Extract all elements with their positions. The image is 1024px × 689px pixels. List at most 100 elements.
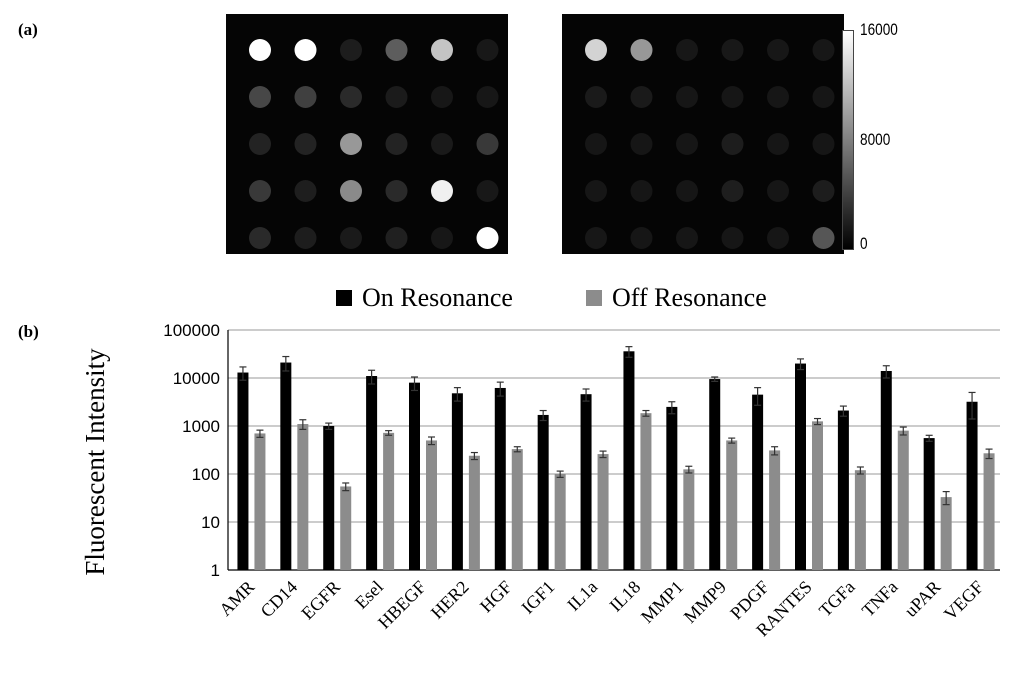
error-bar-off-IL18 (642, 409, 650, 417)
bar-off-MMP9 (726, 440, 738, 570)
on-resonance-spot-2-4 (431, 133, 453, 155)
bar-on-TGFa (837, 410, 849, 570)
error-bar-off-IGF1 (556, 470, 564, 478)
on-resonance-spot-4-4 (431, 227, 453, 249)
error-bar-off-TNFa (899, 426, 907, 436)
on-resonance-spot-4-5 (476, 227, 499, 249)
on-resonance-spot-3-3 (385, 180, 408, 202)
on-resonance-spot-0-2 (340, 39, 362, 61)
bar-off-CD14 (297, 424, 309, 570)
x-tick-label-VEGF: VEGF (940, 577, 987, 624)
off-resonance-spot-1-4 (767, 86, 789, 108)
bar-on-AMR (237, 372, 249, 570)
error-bar-off-Esel (385, 430, 393, 436)
off-resonance-spot-4-3 (721, 227, 744, 249)
error-bar-off-uPAR (942, 490, 950, 506)
off-resonance-spot-3-3 (721, 180, 744, 202)
x-tick-label-MMP9: MMP9 (680, 577, 730, 627)
off-resonance-spot-3-4 (767, 180, 789, 202)
on-resonance-spot-2-1 (294, 133, 317, 155)
x-tick-label-EGFR: EGFR (297, 577, 344, 624)
on-resonance-spot-3-1 (294, 180, 317, 202)
bar-off-uPAR (940, 497, 952, 570)
x-tick-label-HBEGF: HBEGF (374, 577, 430, 633)
off-resonance-spot-0-3 (721, 39, 744, 61)
off-resonance-spot-4-4 (767, 227, 789, 249)
error-bar-on-MMP9 (711, 376, 719, 382)
y-tick-label-5: 100000 (163, 321, 220, 340)
off-resonance-spot-4-0 (585, 227, 607, 249)
error-bar-on-PDGF (754, 387, 762, 406)
off-resonance-spot-2-3 (721, 133, 744, 155)
error-bar-off-TGFa (856, 466, 864, 475)
off-resonance-array-image (562, 14, 844, 254)
legend-swatch-off (586, 290, 602, 306)
off-resonance-spot-0-2 (676, 39, 698, 61)
on-resonance-spot-1-0 (249, 86, 271, 108)
bar-on-IGF1 (537, 414, 549, 570)
x-tick-label-CD14: CD14 (257, 577, 302, 622)
off-resonance-spot-1-0 (585, 86, 607, 108)
on-resonance-spot-4-3 (385, 227, 408, 249)
bar-off-RANTES (812, 421, 823, 570)
error-bar-on-HBEGF (411, 376, 418, 392)
on-resonance-spot-2-2 (340, 133, 362, 155)
bar-off-HER2 (468, 455, 480, 570)
error-bar-off-PDGF (771, 446, 779, 456)
on-resonance-spot-4-2 (340, 227, 362, 249)
off-resonance-spot-4-5 (812, 227, 835, 249)
on-resonance-spot-3-2 (340, 180, 362, 202)
bar-on-MMP1 (666, 406, 678, 570)
x-tick-label-IL1a: IL1a (563, 577, 601, 615)
error-bar-off-IL1a (599, 450, 607, 459)
bar-on-HBEGF (409, 382, 420, 570)
off-resonance-spot-0-1 (630, 39, 653, 61)
off-resonance-spot-3-1 (630, 180, 653, 202)
error-bar-on-TGFa (839, 405, 847, 417)
bar-off-TNFa (897, 430, 909, 570)
on-resonance-spot-1-3 (385, 86, 408, 108)
y-tick-label-3: 1000 (182, 417, 220, 436)
on-resonance-spot-0-0 (249, 39, 271, 61)
error-bar-on-VEGF (968, 391, 976, 420)
off-resonance-spot-1-5 (812, 86, 835, 108)
error-bar-on-HER2 (453, 387, 461, 402)
bar-on-IL18 (623, 351, 635, 570)
off-resonance-spot-0-4 (767, 39, 789, 61)
off-resonance-spot-2-5 (812, 133, 835, 155)
error-bar-off-MMP9 (728, 437, 736, 444)
error-bar-on-EGFR (325, 422, 333, 430)
on-resonance-spot-3-0 (249, 180, 271, 202)
on-resonance-spot-0-4 (431, 39, 453, 61)
on-resonance-spot-0-1 (294, 39, 317, 61)
error-bar-on-Esel (368, 369, 376, 385)
intensity-colorbar (842, 30, 854, 250)
bar-on-TNFa (880, 370, 892, 570)
y-axis-label: Fluorescent Intensity (80, 348, 110, 576)
off-resonance-spot-1-2 (676, 86, 698, 108)
panel-label-a: (a) (18, 20, 38, 39)
off-resonance-spot-2-2 (676, 133, 698, 155)
bar-on-IL1a (580, 394, 592, 570)
error-bar-off-VEGF (985, 448, 993, 460)
bar-off-EGFR (340, 486, 352, 570)
error-bar-off-HER2 (470, 451, 478, 461)
bar-on-HER2 (451, 393, 463, 570)
on-resonance-array-image (226, 14, 508, 254)
y-tick-label-1: 10 (201, 513, 220, 532)
x-tick-label-AMR: AMR (215, 577, 258, 620)
on-resonance-spot-1-1 (294, 86, 317, 108)
error-bar-on-TNFa (882, 365, 890, 379)
bar-off-TGFa (854, 470, 866, 570)
colorbar-tick-mid: 8000 (860, 130, 891, 149)
error-bar-on-uPAR (925, 434, 933, 442)
off-resonance-spot-4-1 (630, 227, 653, 249)
x-tick-label-IGF1: IGF1 (517, 577, 558, 618)
error-bar-off-MMP1 (685, 465, 693, 474)
bar-on-Esel (366, 376, 378, 570)
x-tick-label-Esel: Esel (351, 577, 387, 613)
on-resonance-spot-3-5 (476, 180, 499, 202)
off-resonance-spot-1-1 (630, 86, 653, 108)
error-bar-off-HGF (513, 446, 521, 453)
on-resonance-spot-4-0 (249, 227, 271, 249)
